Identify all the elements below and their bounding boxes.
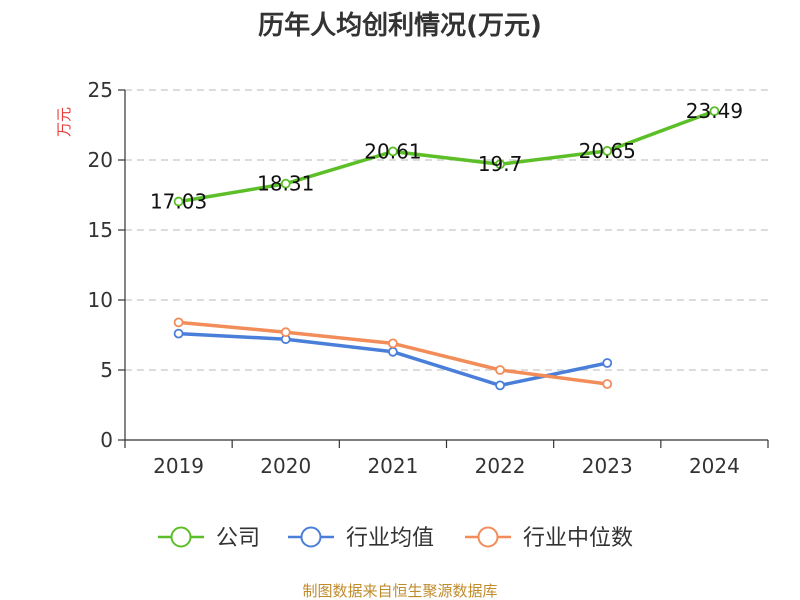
data-label-2019: 17.03: [150, 190, 207, 214]
x-tick-label-2019: 2019: [153, 454, 204, 478]
data-point-0-2021[interactable]: [388, 146, 398, 157]
series-line-0: [176, 109, 717, 204]
legend[interactable]: 公司 行业均值 行业中位数: [158, 526, 633, 551]
legend-marker-1: [300, 526, 322, 548]
data-point-1-2023[interactable]: [602, 358, 613, 368]
x-tick-label-2024: 2024: [689, 454, 740, 478]
legend-label-2: 行业中位数: [523, 526, 633, 551]
data-point-0-2023[interactable]: [602, 145, 613, 156]
y-tick-label-25: 25: [88, 78, 113, 102]
data-label-2020: 18.31: [257, 172, 314, 196]
y-tick-label-10: 10: [88, 288, 113, 312]
legend-label-0: 公司: [216, 526, 260, 551]
data-point-0-2020[interactable]: [280, 178, 291, 189]
data-point-2-2022[interactable]: [495, 365, 505, 375]
legend-item-0[interactable]: 公司: [158, 526, 260, 551]
data-point-2-2021[interactable]: [388, 338, 398, 349]
legend-label-1: 行业均值: [346, 526, 434, 551]
x-tick-label-2022: 2022: [475, 454, 526, 478]
series-2: [173, 317, 613, 389]
legend-marker-2: [477, 526, 499, 548]
data-label-2022: 19.7: [478, 152, 523, 176]
data-point-1-2019[interactable]: [173, 328, 184, 339]
y-tick-label-0: 0: [100, 428, 113, 452]
data-label-2023: 20.65: [579, 139, 636, 163]
x-tick-label-2023: 2023: [582, 454, 633, 478]
data-label-2024: 23.49: [686, 99, 743, 123]
chart-title: 历年人均创利情况(万元): [258, 10, 542, 41]
series-0: 17.03 18.31 20.61 19.7 20.65 23.49: [150, 99, 743, 213]
legend-marker-0: [170, 526, 192, 548]
data-point-0-2024[interactable]: [709, 106, 720, 117]
series-lines: 17.03 18.31 20.61 19.7 20.65 23.49: [150, 99, 743, 391]
data-point-0-2022[interactable]: [495, 159, 505, 170]
data-source-note: 制图数据来自恒生聚源数据库: [302, 582, 497, 600]
x-tick-label-2021: 2021: [367, 454, 418, 478]
y-tick-label-5: 5: [100, 358, 113, 382]
data-point-1-2022[interactable]: [495, 380, 505, 391]
data-label-2021: 20.61: [364, 139, 421, 163]
y-axis-label: 万元: [55, 107, 73, 137]
data-point-0-2019[interactable]: [173, 196, 184, 207]
data-point-2-2023[interactable]: [602, 379, 613, 389]
data-point-2-2020[interactable]: [280, 327, 291, 338]
legend-item-2[interactable]: 行业中位数: [465, 526, 633, 551]
data-point-2-2019[interactable]: [173, 317, 184, 328]
legend-item-1[interactable]: 行业均值: [288, 526, 434, 551]
x-tick-label-2020: 2020: [260, 454, 311, 478]
axes: 0 5 10 15 20 25 2019 2020 2021 2022 2023 2024: [88, 78, 769, 478]
y-tick-label-15: 15: [88, 218, 113, 242]
y-tick-label-20: 20: [88, 148, 113, 172]
data-point-1-2021[interactable]: [388, 346, 398, 357]
